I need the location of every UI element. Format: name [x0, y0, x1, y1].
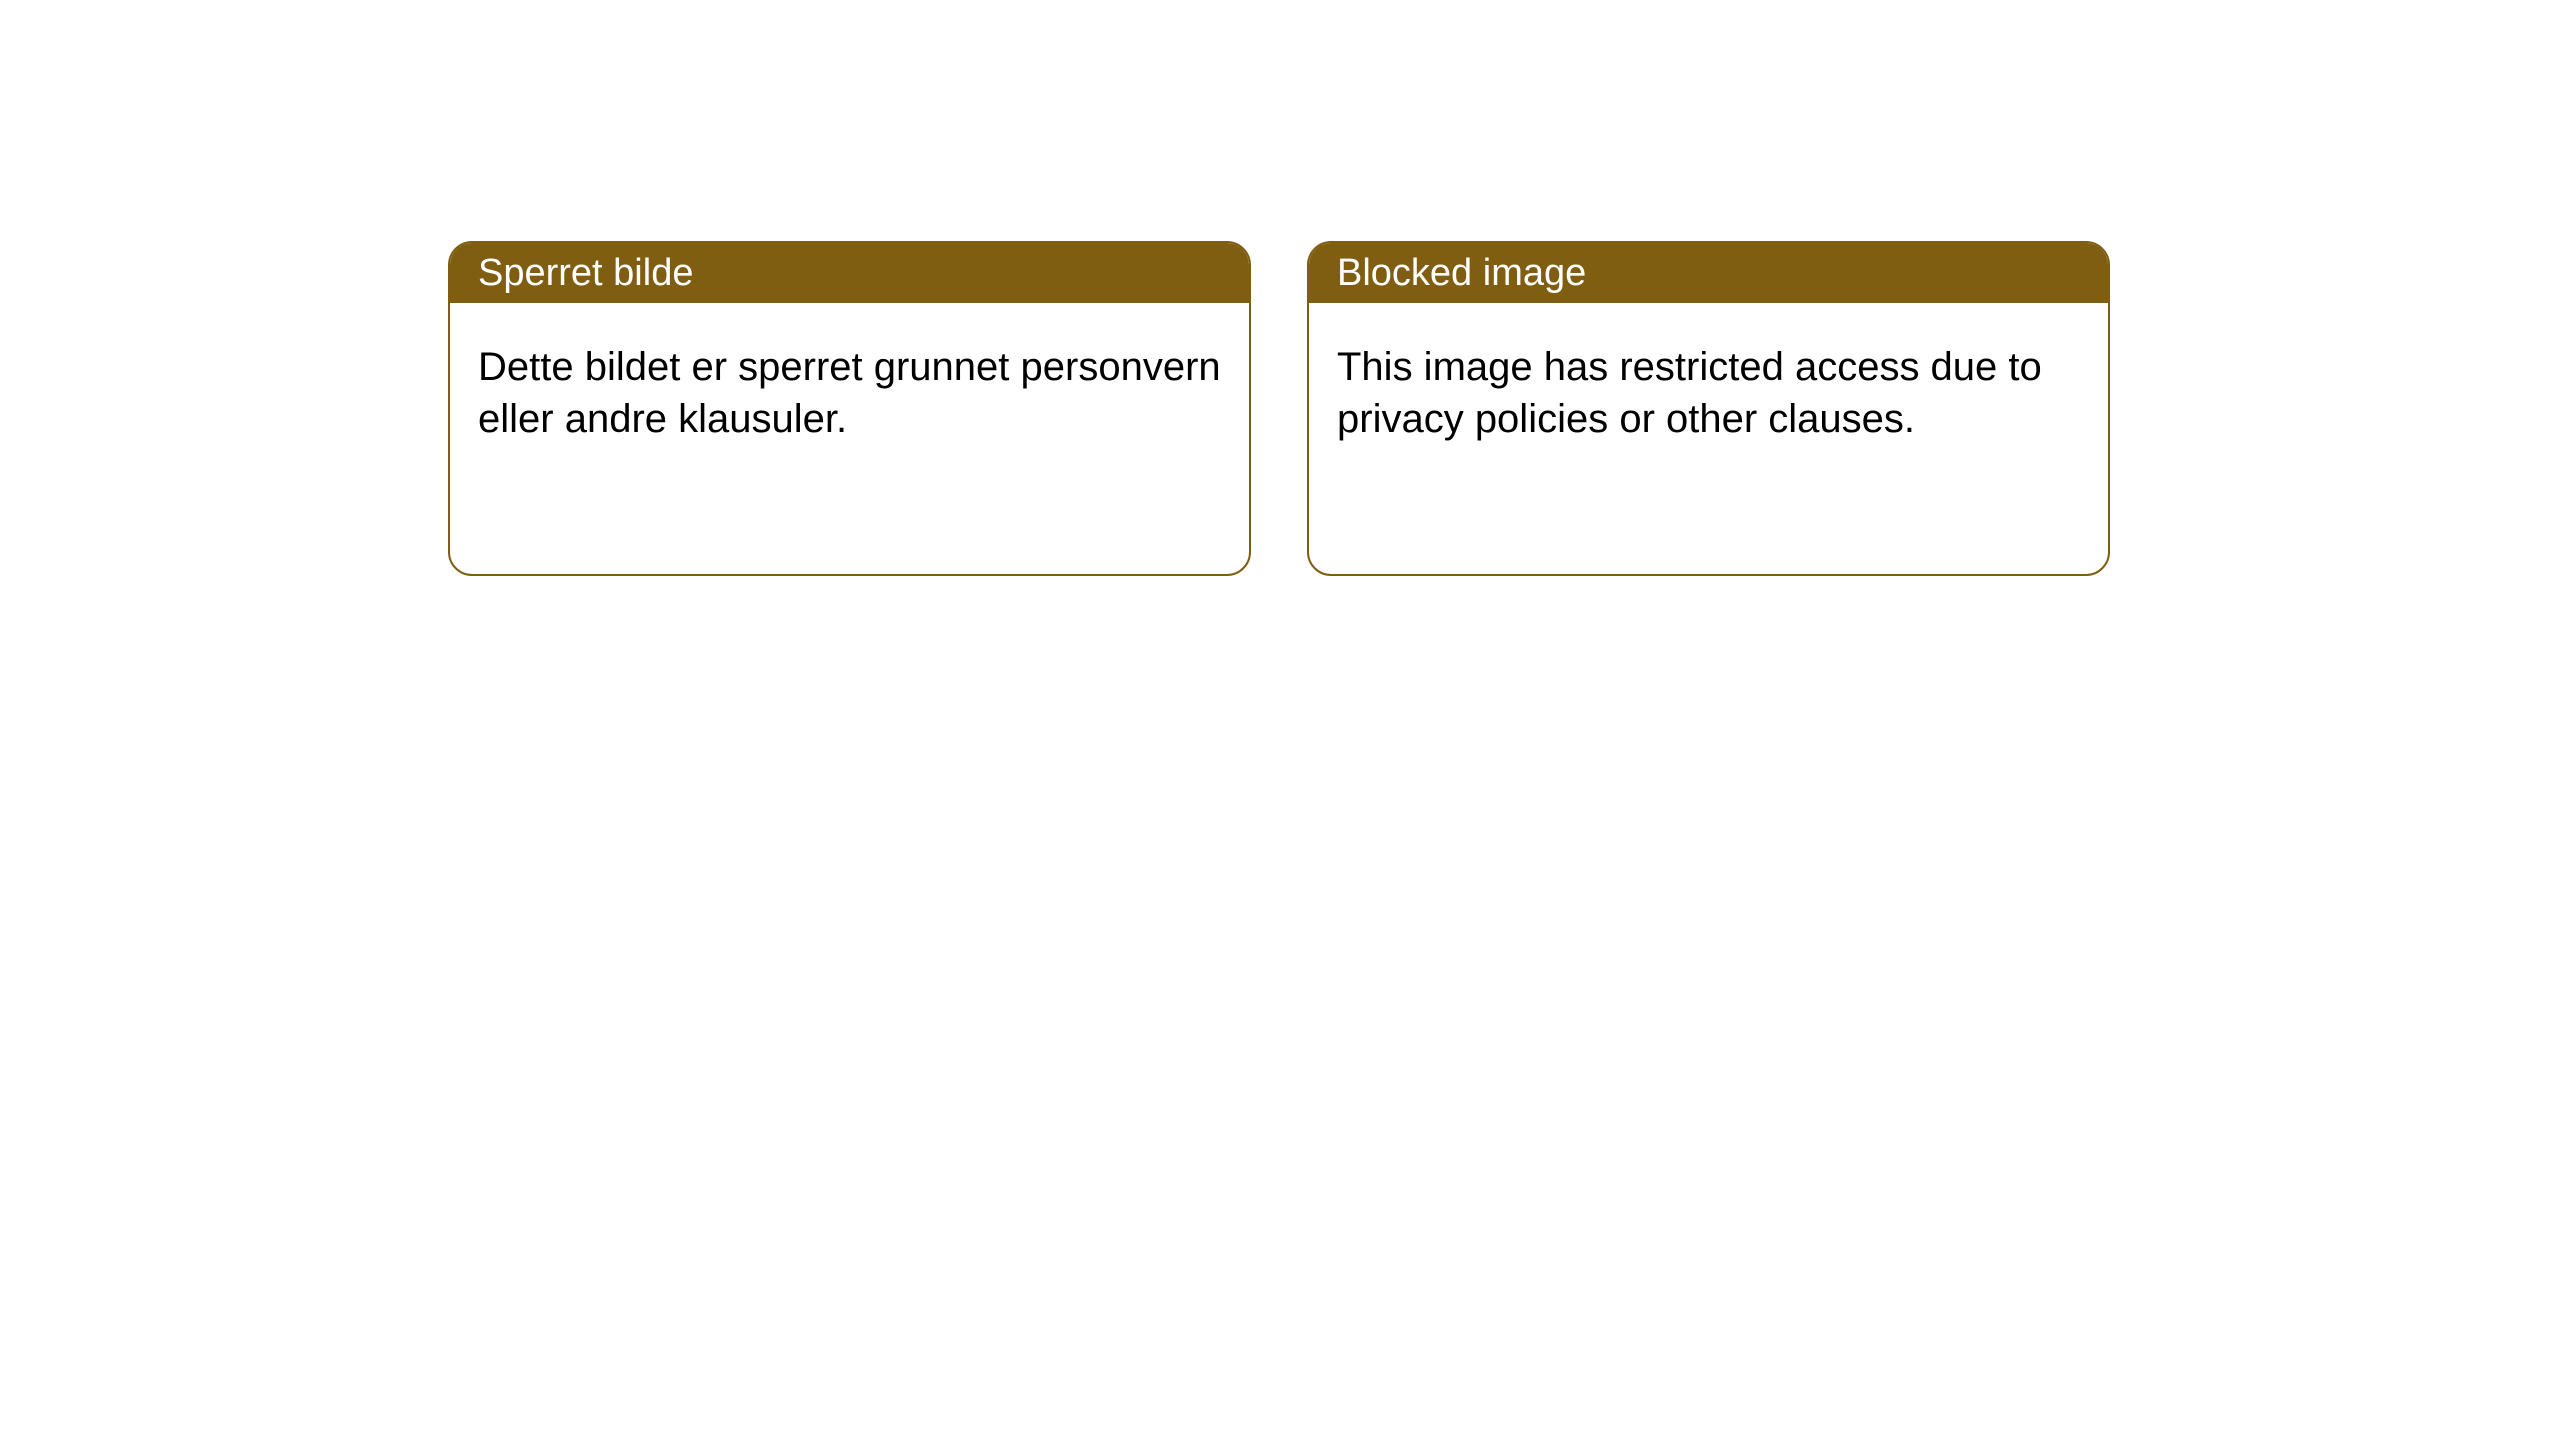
blocked-image-card-no: Sperret bilde Dette bildet er sperret gr… — [448, 241, 1251, 576]
card-header-text-en: Blocked image — [1337, 252, 1586, 295]
card-header-en: Blocked image — [1309, 243, 2108, 303]
blocked-image-card-en: Blocked image This image has restricted … — [1307, 241, 2110, 576]
card-body-no: Dette bildet er sperret grunnet personve… — [450, 303, 1249, 574]
card-body-text-en: This image has restricted access due to … — [1337, 341, 2080, 445]
blocked-image-cards: Sperret bilde Dette bildet er sperret gr… — [448, 241, 2110, 576]
card-body-text-no: Dette bildet er sperret grunnet personve… — [478, 341, 1221, 445]
card-body-en: This image has restricted access due to … — [1309, 303, 2108, 574]
card-header-text-no: Sperret bilde — [478, 252, 693, 295]
card-header-no: Sperret bilde — [450, 243, 1249, 303]
